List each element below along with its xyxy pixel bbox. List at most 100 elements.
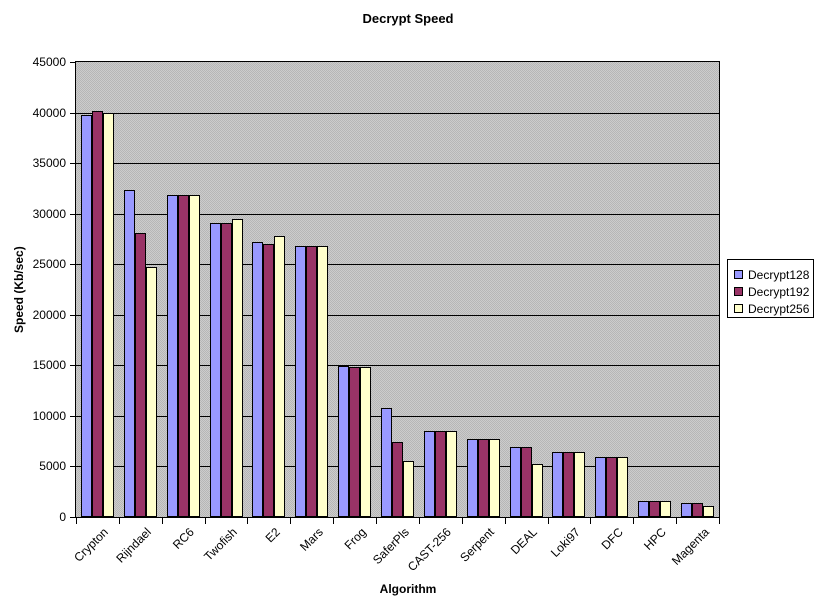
bar-Twofish-Decrypt256 xyxy=(232,219,243,517)
x-tick-12 xyxy=(590,518,591,524)
bar-CAST-256-Decrypt192 xyxy=(435,431,446,517)
bar-E2-Decrypt128 xyxy=(252,242,263,517)
bar-Magenta-Decrypt192 xyxy=(692,503,703,517)
y-tick-20000 xyxy=(70,315,75,316)
x-tick-14 xyxy=(676,518,677,524)
x-tick-2 xyxy=(162,518,163,524)
y-tick-label-30000: 30000 xyxy=(32,207,66,221)
bar-E2-Decrypt192 xyxy=(263,244,274,517)
bar-Loki97-Decrypt256 xyxy=(574,452,585,517)
bar-SaferPls-Decrypt192 xyxy=(392,442,403,517)
x-tick-6 xyxy=(333,518,334,524)
legend-swatch-Decrypt128 xyxy=(734,270,743,279)
y-tick-label-35000: 35000 xyxy=(32,156,66,170)
legend-label-Decrypt192: Decrypt192 xyxy=(748,284,810,299)
bar-Magenta-Decrypt128 xyxy=(681,503,692,517)
bar-Loki97-Decrypt192 xyxy=(563,452,574,517)
legend-label-Decrypt256: Decrypt256 xyxy=(748,301,810,316)
bar-RC6-Decrypt128 xyxy=(167,195,178,517)
x-tick-4 xyxy=(247,518,248,524)
bar-Frog-Decrypt256 xyxy=(360,367,371,517)
bar-Mars-Decrypt256 xyxy=(317,246,328,517)
bar-HPC-Decrypt256 xyxy=(660,501,671,517)
category-label-Crypton: Crypton xyxy=(71,525,111,565)
legend-label-Decrypt128: Decrypt128 xyxy=(748,267,810,282)
bar-Magenta-Decrypt256 xyxy=(703,506,714,517)
y-tick-35000 xyxy=(70,163,75,164)
bar-Frog-Decrypt128 xyxy=(338,366,349,517)
bar-Loki97-Decrypt128 xyxy=(552,452,563,517)
bar-DFC-Decrypt128 xyxy=(595,457,606,517)
x-tick-9 xyxy=(462,518,463,524)
x-tick-8 xyxy=(419,518,420,524)
chart-title: Decrypt Speed xyxy=(362,11,454,26)
y-tick-label-40000: 40000 xyxy=(32,106,66,120)
bar-DFC-Decrypt192 xyxy=(606,457,617,517)
y-tick-15000 xyxy=(70,365,75,366)
y-tick-30000 xyxy=(70,214,75,215)
bar-DFC-Decrypt256 xyxy=(617,457,628,517)
y-tick-label-20000: 20000 xyxy=(32,308,66,322)
bar-Rijndael-Decrypt192 xyxy=(135,233,146,517)
bar-Mars-Decrypt192 xyxy=(306,246,317,517)
bar-Twofish-Decrypt128 xyxy=(210,223,221,517)
x-tick-0 xyxy=(76,518,77,524)
gridline-35000 xyxy=(76,163,719,164)
bar-DEAL-Decrypt192 xyxy=(521,447,532,517)
bar-HPC-Decrypt128 xyxy=(638,501,649,517)
bar-Frog-Decrypt192 xyxy=(349,367,360,517)
bar-E2-Decrypt256 xyxy=(274,236,285,517)
y-tick-0 xyxy=(70,517,75,518)
bar-Crypton-Decrypt192 xyxy=(92,111,103,517)
x-tick-7 xyxy=(376,518,377,524)
bar-Serpent-Decrypt128 xyxy=(467,439,478,517)
x-tick-3 xyxy=(205,518,206,524)
y-tick-25000 xyxy=(70,264,75,265)
bar-SaferPls-Decrypt128 xyxy=(381,408,392,517)
bar-Crypton-Decrypt256 xyxy=(103,113,114,517)
bar-CAST-256-Decrypt128 xyxy=(424,431,435,517)
legend-swatch-Decrypt256 xyxy=(734,304,743,313)
bar-Crypton-Decrypt128 xyxy=(81,115,92,517)
legend-swatch-Decrypt192 xyxy=(734,287,743,296)
x-tick-15 xyxy=(719,518,720,524)
gridline-15000 xyxy=(76,365,719,366)
bar-SaferPls-Decrypt256 xyxy=(403,461,414,517)
x-tick-1 xyxy=(119,518,120,524)
bar-Rijndael-Decrypt256 xyxy=(146,267,157,517)
y-tick-10000 xyxy=(70,416,75,417)
plot-area xyxy=(75,61,720,518)
gridline-40000 xyxy=(76,113,719,114)
y-tick-5000 xyxy=(70,466,75,467)
y-tick-45000 xyxy=(70,62,75,63)
y-tick-label-25000: 25000 xyxy=(32,257,66,271)
x-tick-10 xyxy=(505,518,506,524)
legend-item-Decrypt256: Decrypt256 xyxy=(734,300,813,317)
gridline-30000 xyxy=(76,214,719,215)
bar-DEAL-Decrypt128 xyxy=(510,447,521,517)
y-tick-label-5000: 5000 xyxy=(39,459,66,473)
y-axis-title: Speed (Kb/sec) xyxy=(12,246,26,334)
y-tick-label-45000: 45000 xyxy=(32,55,66,69)
x-tick-11 xyxy=(548,518,549,524)
bar-CAST-256-Decrypt256 xyxy=(446,431,457,517)
gridline-25000 xyxy=(76,264,719,265)
bar-DEAL-Decrypt256 xyxy=(532,464,543,517)
y-tick-label-15000: 15000 xyxy=(32,358,66,372)
bar-RC6-Decrypt192 xyxy=(178,195,189,517)
x-axis-title: Algorithm xyxy=(379,582,437,596)
bar-HPC-Decrypt192 xyxy=(649,501,660,517)
x-tick-5 xyxy=(290,518,291,524)
bar-RC6-Decrypt256 xyxy=(189,195,200,517)
legend-item-Decrypt192: Decrypt192 xyxy=(734,283,813,300)
bar-Mars-Decrypt128 xyxy=(295,246,306,517)
bar-Rijndael-Decrypt128 xyxy=(124,190,135,517)
gridline-20000 xyxy=(76,315,719,316)
legend-item-Decrypt128: Decrypt128 xyxy=(734,266,813,283)
gridline-10000 xyxy=(76,416,719,417)
legend: Decrypt128 Decrypt192 Decrypt256 xyxy=(727,259,814,318)
bar-Serpent-Decrypt192 xyxy=(478,439,489,517)
y-tick-40000 xyxy=(70,113,75,114)
y-tick-label-0: 0 xyxy=(59,510,66,524)
